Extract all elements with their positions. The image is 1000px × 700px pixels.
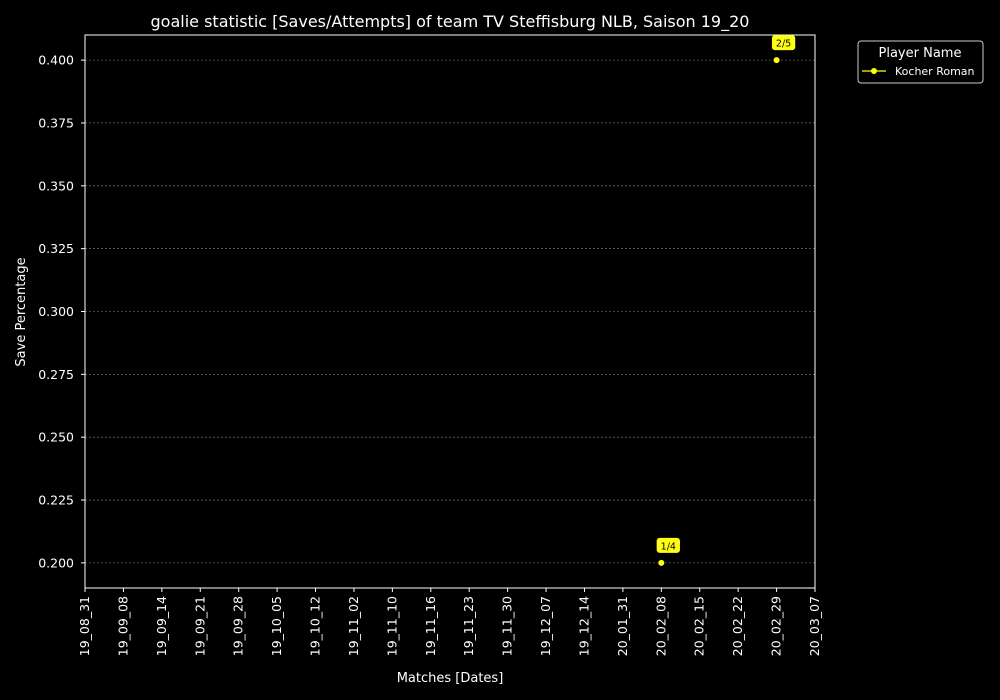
y-tick-label-3: 0.275 <box>38 367 74 382</box>
y-tick-label-7: 0.375 <box>38 115 74 130</box>
data-point-0-1 <box>773 57 780 64</box>
annotations: 1/4 2/5 <box>656 35 796 553</box>
legend: Player Name Kocher Roman <box>857 40 984 84</box>
x-tick-label-19: 20_03_07 <box>807 596 822 656</box>
data-label-0-1: 2/5 <box>771 35 796 51</box>
chart-title: goalie statistic [Saves/Attempts] of tea… <box>151 12 750 32</box>
x-tick-label-13: 19_12_14 <box>576 596 591 656</box>
y-tick-label-6: 0.350 <box>38 178 74 193</box>
y-tick-label-5: 0.325 <box>38 241 74 256</box>
x-tick-label-11: 19_11_30 <box>500 596 515 656</box>
y-tick-label-4: 0.300 <box>38 304 74 319</box>
x-tick-label-4: 19_09_28 <box>231 596 246 656</box>
x-tick-label-5: 19_10_05 <box>269 596 284 656</box>
x-axis-ticks: 19_08_31 19_09_08 19_09_14 19_09_21 19_09_28… <box>77 588 822 656</box>
grid <box>85 59 815 564</box>
x-axis-label: Matches [Dates] <box>397 671 504 686</box>
x-tick-label-12: 19_12_07 <box>538 596 553 656</box>
x-tick-label-15: 20_02_08 <box>653 596 668 656</box>
data-point-0-0 <box>658 559 665 566</box>
y-tick-label-8: 0.400 <box>38 53 74 68</box>
x-tick-label-10: 19_11_23 <box>461 596 476 656</box>
x-tick-label-9: 19_11_16 <box>423 596 438 656</box>
legend-marker-kocher-roman <box>871 68 877 74</box>
x-tick-label-14: 20_01_31 <box>615 596 630 656</box>
data-label-0-0: 1/4 <box>656 537 680 553</box>
data-label-box-0-1 <box>771 35 796 51</box>
x-tick-label-7: 19_11_02 <box>346 596 361 656</box>
x-tick-label-6: 19_10_12 <box>308 596 323 656</box>
data-label-text-0-0: 1/4 <box>661 541 676 552</box>
x-tick-label-16: 20_02_15 <box>692 596 707 656</box>
y-tick-label-1: 0.225 <box>38 493 74 508</box>
series-layer <box>658 57 780 566</box>
x-tick-label-18: 20_02_29 <box>769 596 784 656</box>
x-tick-label-3: 19_09_21 <box>192 596 207 656</box>
legend-box <box>857 40 984 84</box>
data-label-text-0-1: 2/5 <box>776 39 791 50</box>
x-tick-label-2: 19_09_14 <box>154 596 169 656</box>
y-axis-ticks: 0.200 0.225 0.250 0.275 0.300 0.325 0.350 0.375… <box>38 53 85 570</box>
data-label-box-0-0 <box>656 537 680 553</box>
x-tick-label-0: 19_08_31 <box>77 596 92 656</box>
x-tick-label-1: 19_09_08 <box>115 596 130 656</box>
y-tick-label-2: 0.250 <box>38 430 74 445</box>
y-axis-label: Save Percentage <box>14 257 29 366</box>
legend-entry-kocher-roman: Kocher Roman <box>895 65 975 78</box>
y-tick-label-0: 0.200 <box>38 555 74 570</box>
legend-title: Player Name <box>879 46 962 61</box>
x-tick-label-8: 19_11_10 <box>384 596 399 656</box>
x-tick-label-17: 20_02_22 <box>730 596 745 656</box>
